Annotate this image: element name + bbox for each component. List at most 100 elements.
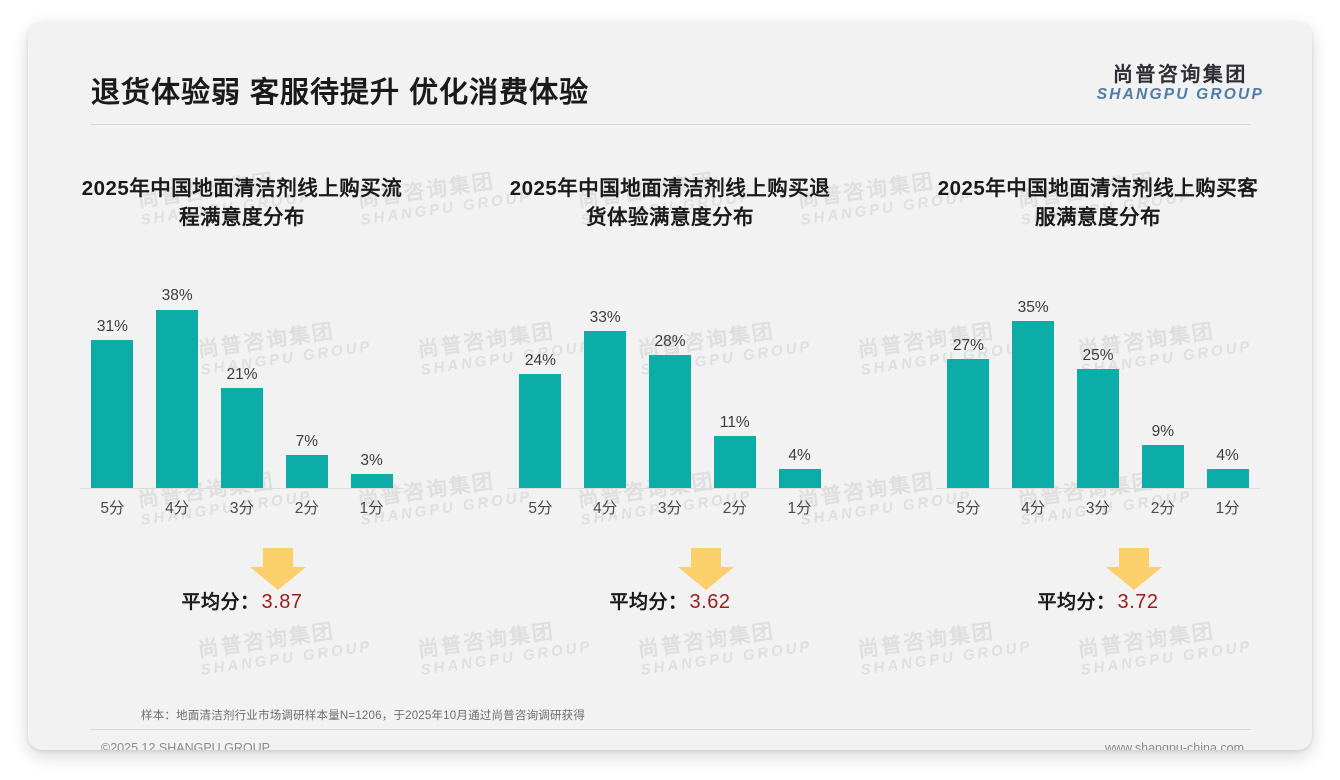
average-score-value: 3.87	[261, 591, 303, 613]
bar-group: 3%	[339, 288, 404, 488]
bar-value-label: 9%	[1151, 422, 1174, 440]
x-axis-label: 2分	[294, 500, 319, 517]
bar-group: 24%	[508, 288, 573, 488]
bar[interactable]	[220, 388, 263, 488]
bar[interactable]	[519, 374, 562, 488]
bar-value-label: 4%	[788, 446, 811, 464]
bar[interactable]	[584, 331, 627, 488]
plot-area: 31% 38% 21% 7% 3%	[80, 288, 404, 488]
bar-group: 28%	[638, 288, 703, 488]
x-axis-label: 5分	[956, 500, 981, 517]
chart-panel-1: 2025年中国地面清洁剂线上购买流程满意度分布 31% 38% 21% 7% 3% 5分 4分…	[28, 140, 456, 670]
x-axis-label: 4分	[165, 500, 190, 517]
x-axis-label: 2分	[722, 500, 747, 517]
bar[interactable]	[1012, 321, 1055, 488]
bar[interactable]	[947, 359, 990, 488]
axis-baseline	[508, 488, 832, 489]
bar-value-label: 11%	[719, 413, 750, 431]
x-axis-label: 4分	[593, 500, 618, 517]
x-axis-label: 1分	[359, 500, 384, 517]
sample-footnote: 样本：地面清洁剂行业市场调研样本量N=1206，于2025年10月通过尚普咨询调…	[141, 710, 586, 722]
bar[interactable]	[713, 436, 756, 488]
bar-group: 9%	[1130, 288, 1195, 488]
bar-group: 25%	[1066, 288, 1131, 488]
bar-value-label: 27%	[952, 336, 984, 354]
average-score-label: 平均分：	[1037, 592, 1116, 613]
bar-value-label: 31%	[96, 317, 128, 335]
bar-value-label: 3%	[360, 451, 383, 469]
bar[interactable]	[350, 474, 393, 488]
logo-chinese-text: 尚普咨询集团	[1112, 64, 1248, 86]
bar-group: 7%	[274, 288, 339, 488]
plot-area: 24% 33% 28% 11% 4%	[508, 288, 832, 488]
bar[interactable]	[156, 309, 199, 488]
bar-group: 38%	[145, 288, 210, 488]
bar[interactable]	[1206, 469, 1249, 488]
average-score-label: 平均分：	[181, 592, 260, 613]
x-axis-label: 3分	[229, 500, 255, 517]
bar[interactable]	[1141, 445, 1184, 488]
page-title: 退货体验弱 客服待提升 优化消费体验	[91, 77, 590, 109]
x-axis-label: 4分	[1021, 500, 1046, 517]
bar-value-label: 35%	[1017, 298, 1049, 316]
x-axis: 5分 4分 3分 2分 1分	[936, 496, 1260, 518]
down-arrow-icon	[1106, 548, 1162, 590]
x-axis: 5分 4分 3分 2分 1分	[508, 496, 832, 518]
bar-value-label: 21%	[226, 365, 258, 383]
logo-english-text: SHANGPU GROUP	[1096, 86, 1264, 104]
average-score-block: 平均分： 3.72	[884, 548, 1312, 612]
bar[interactable]	[778, 469, 821, 488]
down-arrow-icon	[250, 548, 306, 590]
chart-title: 2025年中国地面清洁剂线上购买流程满意度分布	[81, 177, 403, 230]
bar-value-label: 24%	[524, 351, 556, 369]
chart-title: 2025年中国地面清洁剂线上购买退货体验满意度分布	[509, 177, 831, 230]
plot-area: 27% 35% 25% 9% 4%	[936, 288, 1260, 488]
footer-divider	[91, 729, 1251, 730]
slide-footer: ©2025.12 SHANGPU GROUP www.shangpu-china…	[28, 730, 1312, 750]
bar[interactable]	[91, 340, 134, 488]
bar-value-label: 7%	[295, 432, 318, 450]
copyright-text: ©2025.12 SHANGPU GROUP	[101, 741, 270, 750]
chart-panel-3: 2025年中国地面清洁剂线上购买客服满意度分布 27% 35% 25% 9% 4% 5分 4分…	[884, 140, 1312, 670]
bar-group: 33%	[573, 288, 638, 488]
bar-chart: 24% 33% 28% 11% 4% 5分 4分 3分 2分 1分	[508, 288, 832, 518]
bar-value-label: 28%	[654, 332, 686, 350]
average-score-line: 平均分： 3.72	[1038, 592, 1159, 612]
axis-baseline	[936, 488, 1260, 489]
bar-value-label: 25%	[1082, 346, 1114, 364]
x-axis-label: 5分	[100, 500, 125, 517]
bar-group: 4%	[767, 288, 832, 488]
website-link[interactable]: www.shangpu-china.com	[1105, 741, 1244, 750]
bar-group: 27%	[936, 288, 1001, 488]
bar-chart: 31% 38% 21% 7% 3% 5分 4分 3分 2分 1分	[80, 288, 404, 518]
average-score-label: 平均分：	[609, 592, 688, 613]
x-axis-label: 5分	[528, 500, 553, 517]
average-score-block: 平均分： 3.87	[28, 548, 456, 612]
x-axis-label: 3分	[1085, 500, 1111, 517]
down-arrow-icon	[678, 548, 734, 590]
average-score-line: 平均分： 3.87	[182, 592, 303, 612]
x-axis-label: 2分	[1150, 500, 1175, 517]
chart-title: 2025年中国地面清洁剂线上购买客服满意度分布	[937, 177, 1259, 230]
average-score-block: 平均分： 3.62	[456, 548, 884, 612]
bar-group: 35%	[1001, 288, 1066, 488]
company-logo: 尚普咨询集团 SHANGPU GROUP	[1097, 64, 1264, 104]
chart-panels: 2025年中国地面清洁剂线上购买流程满意度分布 31% 38% 21% 7% 3% 5分 4分…	[28, 140, 1312, 670]
bar[interactable]	[1076, 369, 1119, 488]
bar[interactable]	[285, 455, 328, 488]
bar-group: 4%	[1195, 288, 1260, 488]
average-score-line: 平均分： 3.62	[610, 592, 731, 612]
x-axis-label: 1分	[787, 500, 812, 517]
slide: 尚普咨询集团 SHANGPU GROUP 尚普咨询集团 SHANGPU GROUP 尚普…	[28, 22, 1312, 750]
bar-value-label: 33%	[589, 308, 621, 326]
bar[interactable]	[648, 355, 691, 488]
bar-value-label: 38%	[161, 287, 193, 304]
average-score-value: 3.62	[689, 591, 731, 613]
x-axis-label: 1分	[1215, 500, 1240, 517]
bar-group: 11%	[702, 288, 767, 488]
bar-chart: 27% 35% 25% 9% 4% 5分 4分 3分 2分 1分	[936, 288, 1260, 518]
slide-header: 退货体验弱 客服待提升 优化消费体验 尚普咨询集团 SHANGPU GROUP	[28, 22, 1312, 118]
bar-value-label: 4%	[1216, 446, 1239, 464]
chart-panel-2: 2025年中国地面清洁剂线上购买退货体验满意度分布 24% 33% 28% 11% 4% 5…	[456, 140, 884, 670]
header-divider	[91, 124, 1251, 125]
